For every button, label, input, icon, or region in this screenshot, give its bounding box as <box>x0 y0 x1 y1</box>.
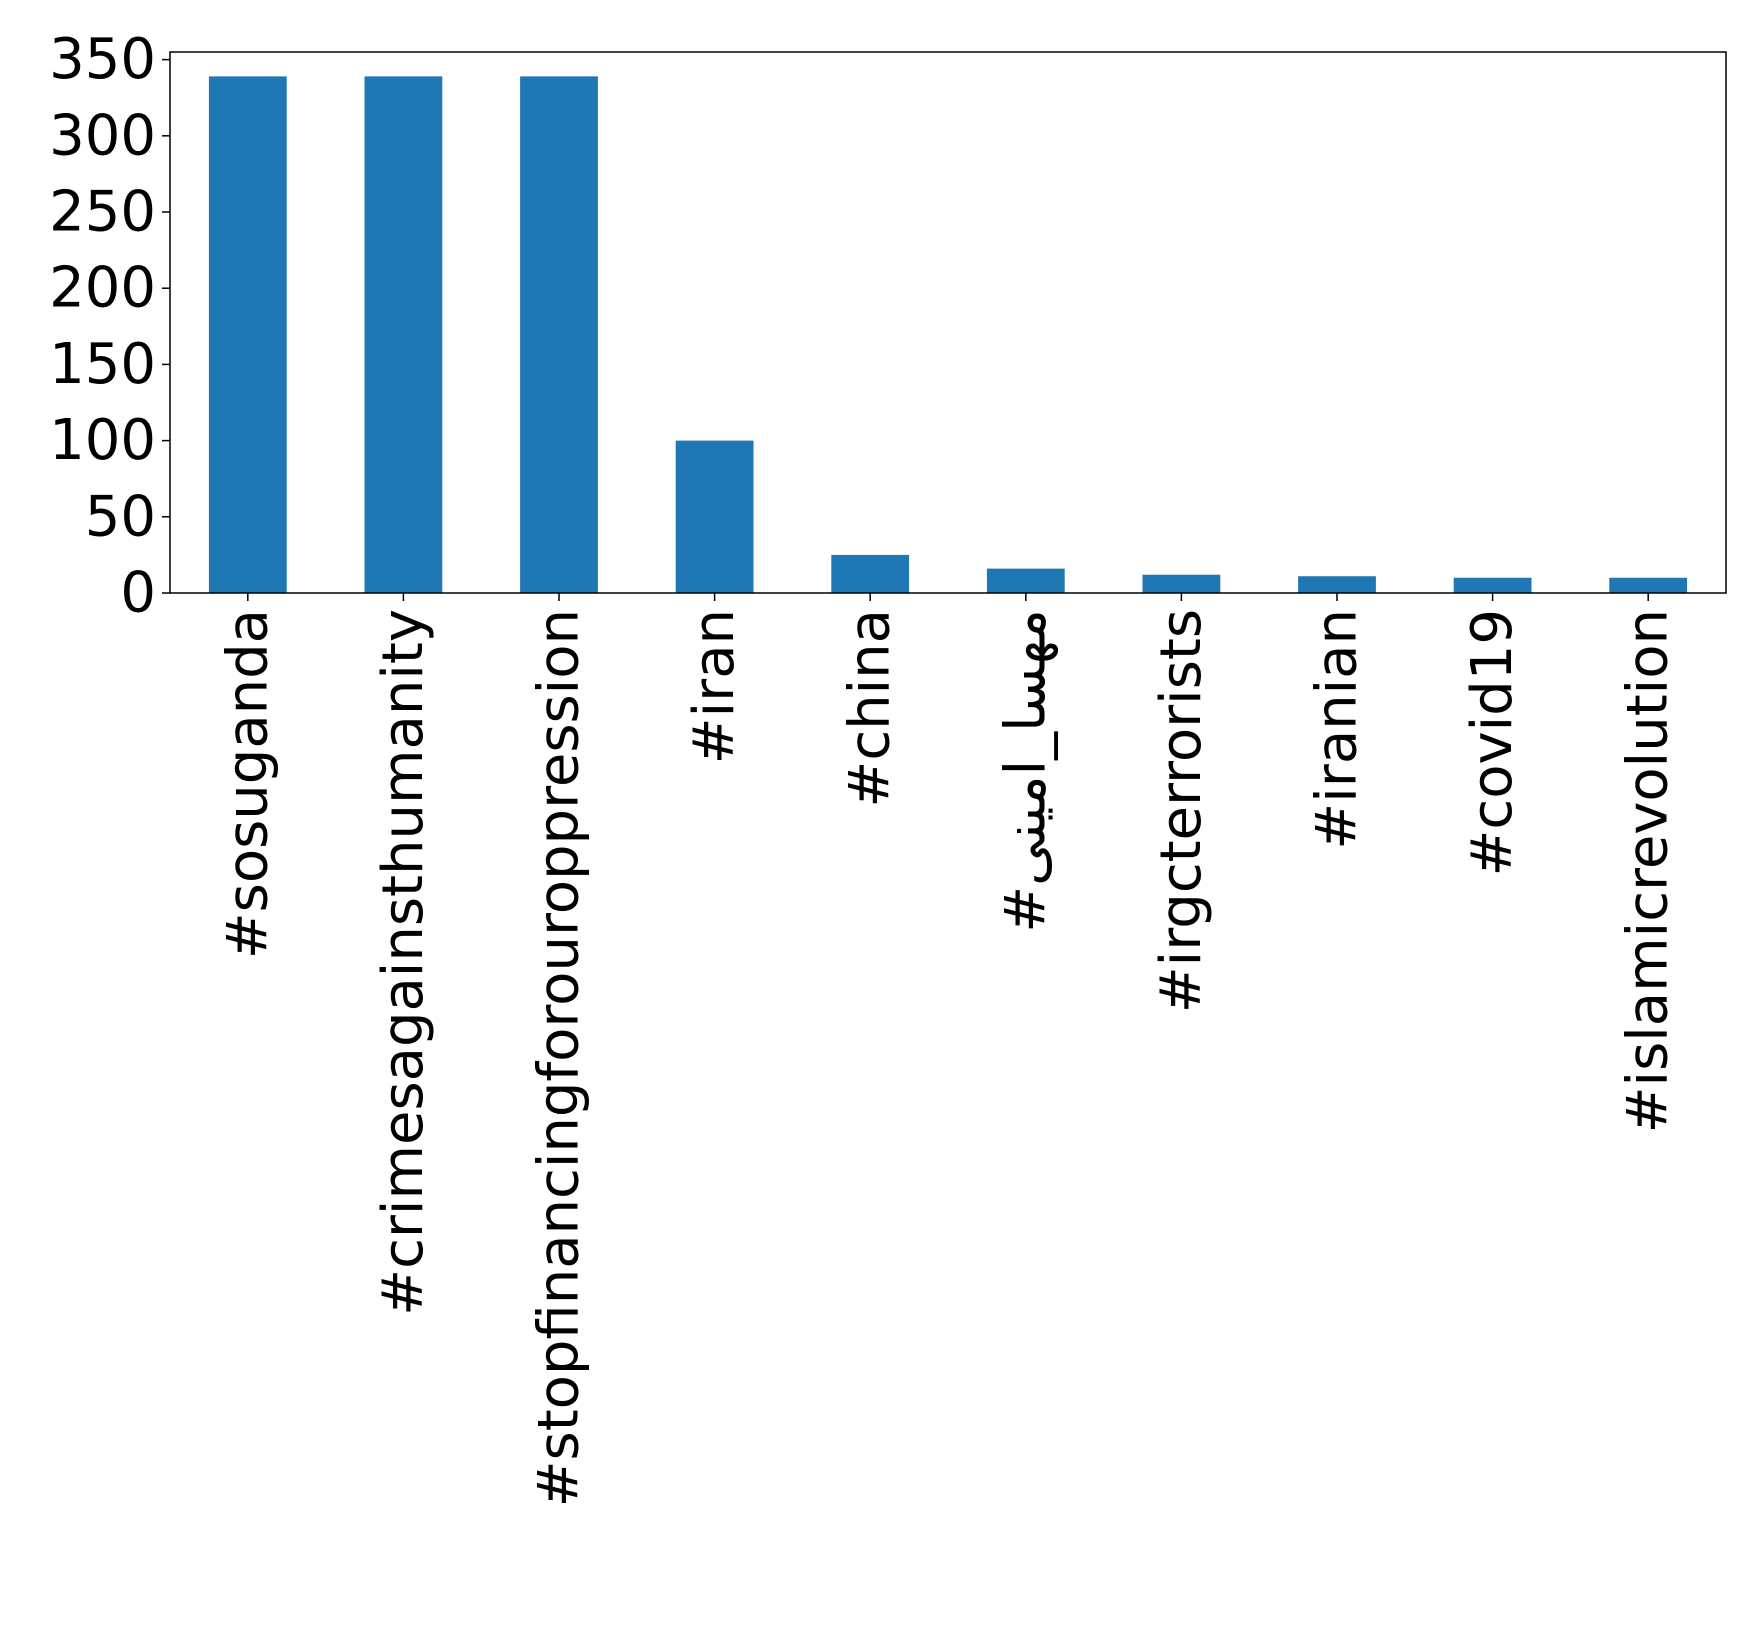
y-tick-label: 0 <box>120 561 156 626</box>
y-tick-label: 300 <box>49 103 156 168</box>
y-tick-label: 100 <box>49 408 156 473</box>
y-tick-label: 150 <box>49 332 156 397</box>
x-tick-label: #iran <box>682 609 747 764</box>
x-tick-label: #china <box>838 609 903 808</box>
bar-7 <box>1142 574 1221 593</box>
bar-5 <box>831 554 910 593</box>
y-tick-label: 200 <box>49 256 156 321</box>
bar-2 <box>364 76 443 593</box>
bar-1 <box>208 76 287 593</box>
bar-6 <box>986 568 1065 593</box>
x-tick-label: #covid19 <box>1460 609 1525 876</box>
y-axis: 0 50 100 150 200 250 300 350 <box>49 27 170 626</box>
x-tick-label: #irgcterrorists <box>1149 609 1214 1013</box>
x-tick-label: #islamicrevolution <box>1616 609 1681 1133</box>
x-tick-label: #مهسا_امینی <box>993 609 1058 933</box>
x-tick-label: #crimesagainsthumanity <box>371 609 436 1316</box>
x-tick-label: #iranian <box>1305 609 1370 850</box>
y-tick-label: 250 <box>49 180 156 245</box>
y-tick-label: 350 <box>49 27 156 92</box>
bar-3 <box>520 76 598 593</box>
bar-4 <box>675 440 754 593</box>
x-axis: #sosuganda #crimesagainsthumanity #stopfin… <box>215 593 1681 1507</box>
bars-group <box>208 76 1688 593</box>
bar-10 <box>1609 577 1688 593</box>
x-tick-label: #sosuganda <box>215 609 280 959</box>
bar-9 <box>1453 577 1532 593</box>
bar-8 <box>1298 576 1376 593</box>
plot-frame <box>169 51 1727 594</box>
x-tick-label: #stopfinancingforouroppression <box>527 609 592 1507</box>
y-tick-label: 50 <box>85 484 156 549</box>
